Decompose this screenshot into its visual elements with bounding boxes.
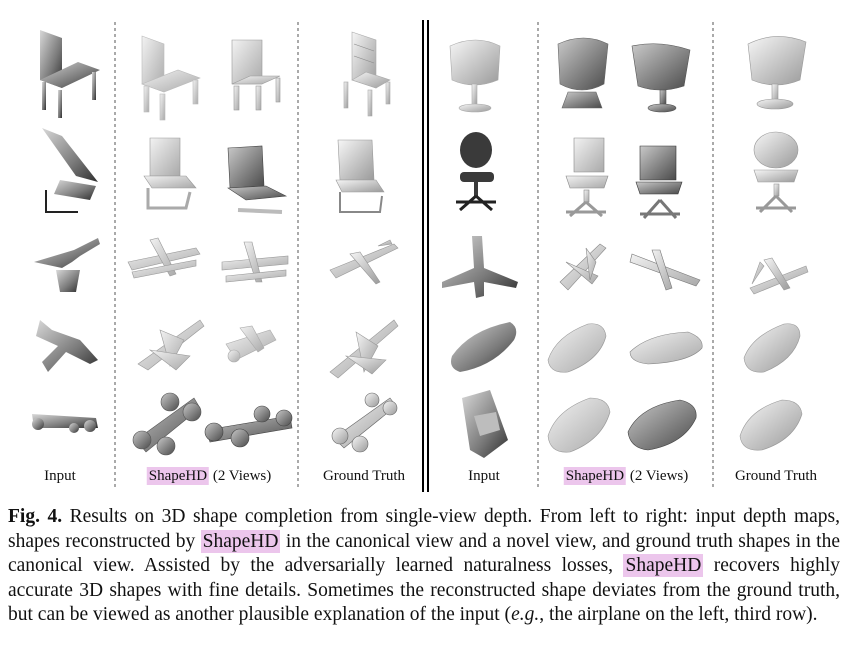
thumb-right-row2-recon-novel: [635, 145, 683, 219]
thumb-left-row2-recon-canonical: [143, 137, 197, 210]
thumb-left-row4-input: [36, 320, 98, 372]
caption-text-1: Results on 3D shape completion from sing…: [8, 506, 840, 552]
label-right-method-suffix: (2 Views): [626, 468, 689, 484]
thumb-right-row4-recon-novel: [629, 331, 703, 365]
thumb-left-row1-input: [40, 30, 100, 118]
thumb-right-row5-recon-novel: [627, 399, 697, 451]
label-left-method-suffix: (2 Views): [209, 468, 272, 484]
thumb-left-row1-recon-canonical: [141, 35, 201, 121]
thumb-right-row3-recon-canonical: [559, 243, 607, 291]
thumb-left-row1-ground-truth: [343, 31, 391, 117]
thumb-left-row1-recon-novel: [231, 39, 281, 111]
thumb-right-row3-input: [442, 236, 518, 298]
thumb-left-row5-ground-truth: [331, 392, 398, 453]
thumb-right-row4-recon-canonical: [547, 323, 607, 373]
label-right-method: ShapeHD (2 Views): [563, 467, 689, 485]
caption-label: Fig. 4.: [8, 506, 63, 527]
method-highlight: ShapeHD: [146, 467, 210, 485]
thumb-left-row2-ground-truth: [335, 139, 385, 213]
thumb-right-row5-recon-canonical: [547, 397, 611, 453]
thumb-left-row3-input: [34, 238, 100, 292]
caption-text-2: in the canonical view and a novel view, …: [8, 530, 841, 577]
caption-text-3: recovers highly accurate 3D shapes with …: [8, 555, 840, 626]
label-right-ground-truth: Ground Truth: [734, 468, 818, 484]
caption-text-4: , the airplane on the left, third row).: [539, 604, 818, 626]
label-left-input: Input: [44, 468, 76, 484]
thumb-left-row2-recon-novel: [227, 145, 288, 214]
thumb-right-row5-input: [462, 390, 508, 458]
thumb-left-row5-recon-novel: [204, 405, 293, 448]
label-left-method: ShapeHD (2 Views): [146, 467, 272, 485]
method-highlight: ShapeHD: [563, 467, 627, 485]
label-right-input: Input: [468, 468, 500, 484]
figure-caption: Fig. 4. Results on 3D shape completion f…: [8, 505, 840, 628]
figure-panel: [32, 20, 809, 492]
thumb-right-row4-ground-truth: [743, 323, 801, 373]
thumb-left-row2-input: [42, 128, 98, 213]
thumb-left-row4-recon-novel: [225, 325, 277, 363]
thumb-left-row4-ground-truth: [329, 319, 399, 379]
thumb-right-row1-recon-canonical: [557, 37, 609, 109]
thumb-right-row3-ground-truth: [749, 257, 809, 295]
caption-eg: e.g.: [511, 604, 540, 626]
thumb-right-row2-recon-canonical: [565, 137, 609, 218]
caption-method-highlight-2: ShapeHD: [623, 554, 704, 578]
thumb-right-row1-recon-novel: [631, 43, 691, 113]
thumb-left-row3-recon-canonical: [127, 237, 201, 279]
thumb-right-row4-input: [451, 322, 517, 372]
thumb-left-row3-ground-truth: [329, 239, 399, 285]
label-left-ground-truth: Ground Truth: [322, 468, 406, 484]
caption-method-highlight-1: ShapeHD: [200, 529, 281, 553]
thumb-right-row1-ground-truth: [747, 36, 807, 110]
thumb-right-row2-input: [456, 132, 496, 212]
thumb-left-row4-recon-canonical: [137, 319, 205, 371]
thumb-right-row1-input: [449, 39, 501, 113]
thumb-right-row5-ground-truth: [739, 399, 803, 451]
thumb-left-row5-input: [32, 414, 98, 433]
thumb-right-row3-recon-novel: [629, 249, 701, 291]
thumb-left-row5-recon-canonical: [132, 392, 202, 456]
thumb-right-row2-ground-truth: [753, 131, 799, 214]
thumb-left-row3-recon-novel: [221, 241, 289, 283]
